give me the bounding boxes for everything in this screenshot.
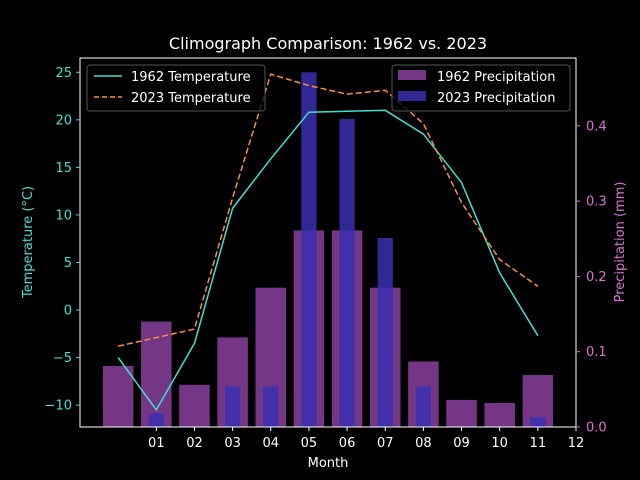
- precip-bar-1962-0: [102, 366, 134, 427]
- precip-bar-2023-1: [148, 413, 164, 427]
- legend-temperature-box: [86, 64, 266, 112]
- left-tick-label: −5: [53, 351, 72, 366]
- x-tick-label: 01: [148, 436, 165, 451]
- precipitation-bars: [102, 72, 554, 427]
- x-axis-ticks: 01 02 03 04 05 06 07 08 09 10 11 12: [148, 427, 584, 451]
- left-tick-label: 0: [64, 304, 72, 319]
- x-axis-label: Month: [308, 456, 349, 471]
- right-axis-label: Precipitation (mm): [613, 182, 628, 303]
- legend-label-2023-precipitation: 2023 Precipitation: [437, 91, 555, 106]
- x-tick-label: 03: [224, 436, 241, 451]
- x-tick-label: 06: [339, 436, 356, 451]
- left-tick-label: 15: [55, 161, 72, 176]
- left-tick-label: −10: [45, 399, 72, 414]
- x-tick-label: 08: [415, 436, 432, 451]
- x-tick-label: 02: [186, 436, 203, 451]
- legend-label-1962-temperature: 1962 Temperature: [131, 70, 251, 85]
- temperature-lines: [117, 73, 539, 412]
- right-axis-ticks: 0.0 0.1 0.2 0.3 0.4: [576, 119, 607, 436]
- x-tick-label: 11: [530, 436, 547, 451]
- right-tick-label: 0.4: [586, 119, 607, 134]
- legend-swatch-2023-precipitation: [398, 91, 426, 101]
- x-tick-label: 10: [491, 436, 508, 451]
- precip-bar-1962-9: [446, 399, 477, 427]
- plot-frame: [79, 57, 577, 428]
- precip-bar-2023-11: [530, 417, 546, 427]
- x-tick-label: 04: [262, 436, 279, 451]
- precip-bar-2023-4: [263, 386, 279, 427]
- x-tick-label: 05: [301, 436, 318, 451]
- x-tick-label: 12: [568, 436, 585, 451]
- legend-temperature: 1962 Temperature 2023 Temperature: [86, 64, 266, 112]
- legend-label-1962-precipitation: 1962 Precipitation: [437, 70, 555, 85]
- left-axis-ticks: −10 −5 0 5 10 15 20 25: [45, 66, 80, 414]
- left-tick-label: 25: [55, 66, 72, 81]
- legend-label-2023-temperature: 2023 Temperature: [131, 91, 251, 106]
- precip-bar-2023-7: [377, 237, 393, 427]
- right-tick-label: 0.1: [586, 345, 607, 360]
- x-tick-label: 07: [377, 436, 394, 451]
- precip-bar-1962-2: [179, 384, 210, 427]
- precip-bar-2023-6: [339, 118, 355, 427]
- right-tick-label: 0.0: [586, 421, 607, 436]
- legend-swatch-1962-precipitation: [398, 70, 426, 80]
- left-tick-label: 20: [55, 113, 72, 128]
- temperature-line-1962: [117, 109, 539, 412]
- legend-precipitation: 1962 Precipitation 2023 Precipitation: [391, 64, 571, 112]
- left-tick-label: 5: [64, 256, 72, 271]
- chart-title: Climograph Comparison: 1962 vs. 2023: [169, 34, 487, 53]
- precip-bar-2023-3: [224, 386, 241, 427]
- x-tick-label: 09: [453, 436, 470, 451]
- legend-precipitation-box: [391, 64, 571, 112]
- precip-bar-2023-5: [301, 72, 317, 427]
- right-tick-label: 0.2: [586, 270, 607, 285]
- left-tick-label: 10: [55, 208, 72, 223]
- left-axis-label: Temperature (°C): [21, 186, 36, 299]
- right-tick-label: 0.3: [586, 195, 607, 210]
- precip-bar-1962-10: [484, 402, 515, 427]
- precip-bar-2023-8: [415, 386, 432, 427]
